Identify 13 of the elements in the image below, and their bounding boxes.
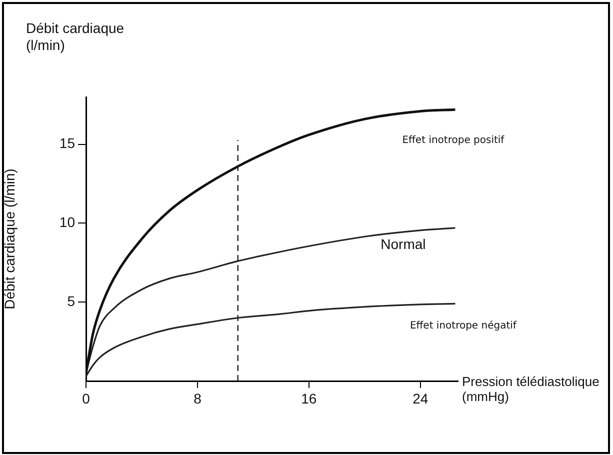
- y-axis-title: Débit cardiaque (l/min): [1, 168, 18, 310]
- x-tick-label: 24: [412, 390, 428, 406]
- x-tick-label: 0: [82, 390, 90, 406]
- text: Effet inotrope positif: [402, 135, 505, 146]
- series-label: Effet inotrope négatif: [410, 320, 517, 332]
- series-label: Normal: [380, 236, 426, 252]
- x-axis-title: Pression télédiastolique (mmHg): [462, 374, 600, 404]
- y-tick-label: 5: [67, 292, 76, 309]
- chart-title: Débit cardiaque (l/min): [26, 20, 124, 53]
- x-tick-label: 16: [301, 390, 317, 406]
- y-tick-label: 15: [59, 135, 76, 152]
- x-tick-label: 8: [194, 390, 202, 406]
- y-tick-label: 10: [59, 214, 76, 230]
